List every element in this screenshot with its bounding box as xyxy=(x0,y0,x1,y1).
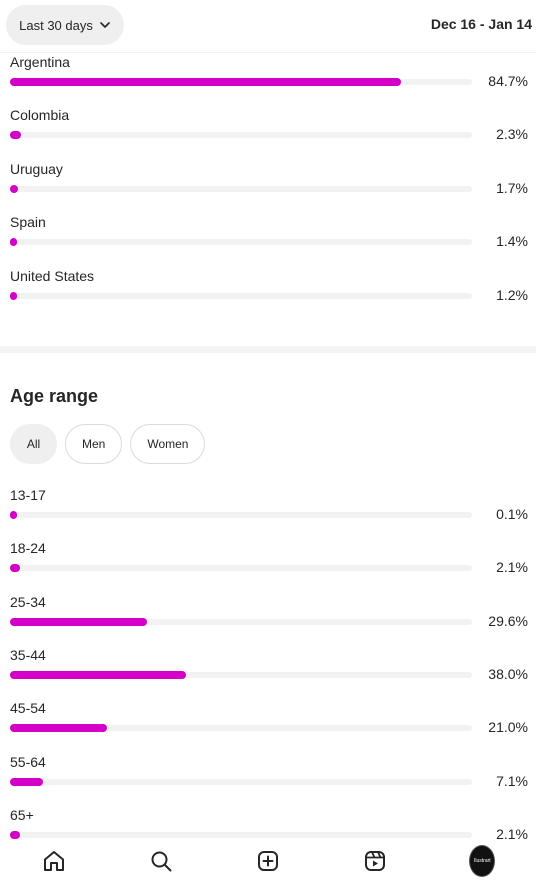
age-percentage: 21.0% xyxy=(488,719,528,736)
age-label: 18-24 xyxy=(10,540,46,557)
age-bar-track xyxy=(10,617,472,626)
profile-avatar: Ilustrart xyxy=(469,845,496,877)
age-bar-fill xyxy=(10,670,186,679)
age-bar-fill xyxy=(10,724,108,733)
age-bar-fill xyxy=(10,511,17,519)
chevron-down-icon xyxy=(100,22,110,28)
country-label: Spain xyxy=(10,214,46,231)
country-row: Argentina 84.7% xyxy=(10,54,528,104)
country-bar-fill xyxy=(10,78,402,86)
age-row: 65+ 2.1% xyxy=(10,807,528,857)
age-percentage: 29.6% xyxy=(488,612,528,629)
age-range-title: Age range xyxy=(10,386,99,406)
age-row: 35-44 38.0% xyxy=(10,647,528,697)
date-range: Dec 16 - Jan 14 xyxy=(430,16,532,32)
age-bar-track xyxy=(10,724,472,733)
age-percentage: 2.1% xyxy=(496,559,528,576)
country-label: Colombia xyxy=(10,107,70,124)
age-percentage: 38.0% xyxy=(488,665,528,682)
country-bar-track xyxy=(10,184,472,193)
age-row: 13-17 0.1% xyxy=(10,487,528,537)
age-percentage: 7.1% xyxy=(496,772,528,789)
country-row: United States 1.2% xyxy=(10,268,528,318)
country-label: Uruguay xyxy=(10,160,63,177)
age-bar-track xyxy=(10,511,472,519)
age-bar-track xyxy=(10,564,472,573)
filter-women-chip[interactable]: Women xyxy=(130,424,206,464)
country-bar-fill xyxy=(10,131,21,140)
country-percentage: 1.7% xyxy=(496,179,528,196)
country-row: Colombia 2.3% xyxy=(10,107,528,157)
age-bar-fill xyxy=(10,564,20,573)
period-label: Last 30 days xyxy=(19,17,93,33)
age-label: 35-44 xyxy=(10,646,46,663)
age-label: 25-34 xyxy=(10,593,46,610)
age-label: 13-17 xyxy=(10,487,46,503)
country-row: Uruguay 1.7% xyxy=(10,161,528,211)
reels-icon[interactable] xyxy=(362,848,388,874)
age-bar-fill xyxy=(10,617,147,626)
gender-filter-chips: All Men Women xyxy=(10,424,206,464)
top-bar: Last 30 days Dec 16 - Jan 14 xyxy=(0,0,536,53)
bottom-nav: Ilustrart xyxy=(0,840,536,882)
age-row: 55-64 7.1% xyxy=(10,754,528,804)
search-icon[interactable] xyxy=(148,848,174,874)
age-label: 45-54 xyxy=(10,700,46,717)
profile-tab[interactable]: Ilustrart xyxy=(469,845,496,877)
country-label: United States xyxy=(10,267,95,284)
age-row: 18-24 2.1% xyxy=(10,540,528,590)
home-icon[interactable] xyxy=(41,848,67,874)
age-bar-track xyxy=(10,830,472,839)
age-percentage: 2.1% xyxy=(496,825,528,842)
country-percentage: 2.3% xyxy=(496,126,528,143)
section-divider xyxy=(0,346,536,353)
filter-men-chip[interactable]: Men xyxy=(65,424,123,464)
country-bar-fill xyxy=(10,238,17,247)
age-row: 45-54 21.0% xyxy=(10,700,528,750)
age-percentage: 0.1% xyxy=(496,506,528,522)
country-percentage: 1.2% xyxy=(496,286,528,303)
country-percentage: 84.7% xyxy=(488,73,528,89)
period-selector-button[interactable]: Last 30 days xyxy=(6,5,124,45)
age-bar-fill xyxy=(10,777,43,786)
country-bar-track xyxy=(10,238,472,247)
country-bar-fill xyxy=(10,291,17,300)
country-row: Spain 1.4% xyxy=(10,214,528,264)
country-bar-track xyxy=(10,131,472,140)
age-row: 25-34 29.6% xyxy=(10,594,528,644)
age-label: 65+ xyxy=(10,806,34,823)
age-bar-track xyxy=(10,670,472,679)
age-label: 55-64 xyxy=(10,753,46,770)
country-percentage: 1.4% xyxy=(496,233,528,250)
filter-all-chip[interactable]: All xyxy=(10,424,57,464)
country-label: Argentina xyxy=(10,54,70,70)
country-bar-track xyxy=(10,291,472,300)
country-bar-track xyxy=(10,78,472,86)
age-bar-fill xyxy=(10,830,20,839)
country-bar-fill xyxy=(10,184,18,193)
age-bar-track xyxy=(10,777,472,786)
create-icon[interactable] xyxy=(255,848,281,874)
